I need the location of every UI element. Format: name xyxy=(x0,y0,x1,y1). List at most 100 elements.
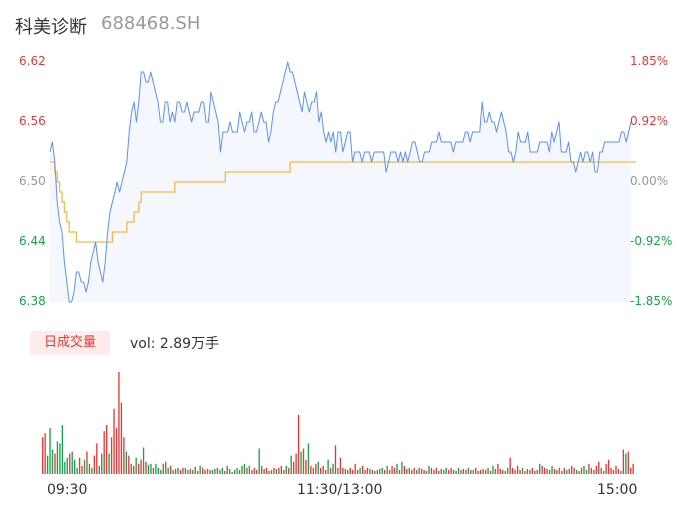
volume-bar xyxy=(78,457,81,474)
volume-bar xyxy=(384,469,386,474)
volume-bar xyxy=(332,463,334,474)
volume-bar xyxy=(135,457,137,474)
volume-bar xyxy=(376,469,378,474)
volume-bar xyxy=(578,470,580,474)
volume-bar xyxy=(201,467,204,474)
volume-bar xyxy=(479,469,482,474)
volume-bar xyxy=(204,469,206,474)
volume-bar xyxy=(76,467,78,474)
volume-bar xyxy=(64,461,66,474)
volume-bar xyxy=(406,468,408,474)
volume-bar xyxy=(307,443,310,474)
volume-bar xyxy=(248,465,251,474)
volume-bar xyxy=(502,469,504,474)
volume-bar xyxy=(73,459,76,474)
volume-bar xyxy=(391,465,393,474)
volume-bar xyxy=(534,470,536,474)
volume-bar xyxy=(150,463,152,474)
volume-bar xyxy=(457,467,460,474)
volume-bar xyxy=(393,467,396,474)
volume-bar xyxy=(603,470,605,474)
y-tick-price: 6.56 xyxy=(19,114,46,128)
volume-bar xyxy=(177,467,179,474)
volume-bar xyxy=(381,467,383,474)
volume-bar xyxy=(66,457,68,474)
volume-bar xyxy=(145,461,147,474)
volume-bar xyxy=(167,467,169,474)
volume-bar xyxy=(152,467,155,474)
volume-bar xyxy=(174,468,177,474)
volume-bar xyxy=(44,433,46,474)
volume-bar xyxy=(137,463,140,474)
volume-bar xyxy=(356,469,359,474)
volume-bar xyxy=(327,459,329,474)
y-tick-percent: 0.92% xyxy=(630,114,669,128)
volume-bar xyxy=(253,467,255,474)
volume-bar xyxy=(575,469,578,474)
volume-bar xyxy=(295,453,297,474)
volume-bar xyxy=(632,463,634,474)
volume-bar xyxy=(541,465,543,474)
x-tick-midday: 11:30/13:00 xyxy=(297,482,383,498)
volume-bar xyxy=(482,468,484,474)
volume-bar xyxy=(297,414,300,474)
volume-bar xyxy=(231,471,233,474)
y-tick-percent: 0.00% xyxy=(630,174,669,188)
volume-bar xyxy=(98,465,100,474)
y-tick-price: 6.38 xyxy=(19,294,46,308)
volume-bar xyxy=(347,469,349,474)
volume-bar xyxy=(467,467,470,474)
volume-bar xyxy=(470,469,472,474)
volume-bar xyxy=(130,463,132,474)
volume-bar xyxy=(81,465,83,474)
x-tick-close: 15:00 xyxy=(597,482,638,498)
volume-bar xyxy=(219,469,221,474)
volume-bar xyxy=(312,467,315,474)
volume-bar xyxy=(275,468,278,474)
volume-bar xyxy=(374,470,376,474)
volume-bar xyxy=(197,470,199,474)
volume-bar xyxy=(221,467,223,474)
volume-bar xyxy=(96,443,98,474)
volume-bar xyxy=(521,467,524,474)
volume-bar xyxy=(113,408,115,474)
volume-bar xyxy=(42,437,44,474)
volume-bar xyxy=(243,463,246,474)
volume-bar xyxy=(292,461,295,474)
volume-bar xyxy=(551,465,553,474)
volume-bar xyxy=(411,469,413,474)
volume-bar xyxy=(428,465,430,474)
volume-bar xyxy=(337,467,339,474)
volume-bar xyxy=(615,465,617,474)
volume-bar xyxy=(46,455,49,474)
volume-bar xyxy=(169,465,172,474)
volume-bar xyxy=(539,463,541,474)
volume-bar xyxy=(509,457,511,474)
volume-bar xyxy=(160,469,162,474)
volume-bar xyxy=(256,469,258,474)
volume-badge[interactable]: 日成交量 xyxy=(30,331,110,355)
volume-bar xyxy=(536,469,538,474)
volume-bar xyxy=(165,461,167,474)
volume-bar xyxy=(612,469,615,474)
volume-bar xyxy=(408,467,410,474)
volume-bar xyxy=(403,465,406,474)
volume-bar xyxy=(54,453,56,474)
volume-bar xyxy=(324,469,327,474)
volume-bar xyxy=(361,465,364,474)
volume-bar xyxy=(187,469,189,474)
volume-bar xyxy=(416,469,418,474)
volume-bar xyxy=(494,468,497,474)
volume-bar xyxy=(93,455,96,474)
volume-bar xyxy=(194,466,196,474)
volume-bar xyxy=(172,469,174,474)
y-tick-percent: 1.85% xyxy=(630,54,669,68)
volume-bar xyxy=(573,467,575,474)
average-price-line xyxy=(50,161,636,243)
volume-bar xyxy=(585,469,588,474)
volume-bar xyxy=(497,463,499,474)
volume-bar xyxy=(448,469,450,474)
volume-bar xyxy=(270,469,273,474)
volume-bar xyxy=(241,465,243,474)
